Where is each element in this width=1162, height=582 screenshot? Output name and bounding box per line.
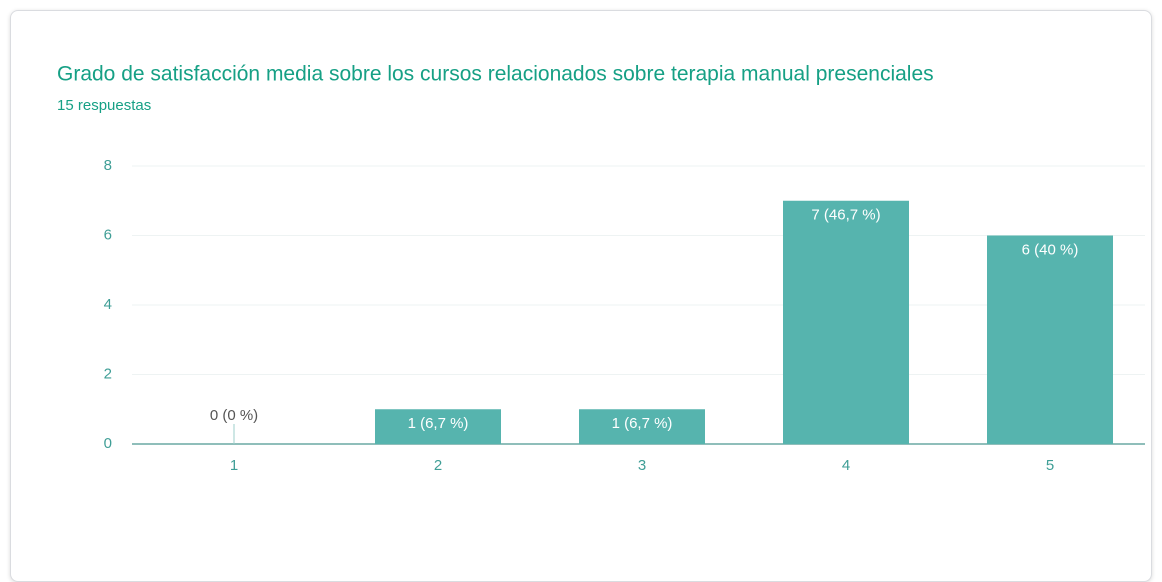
card — [10, 10, 1152, 582]
chart-subtitle: 15 respuestas — [57, 97, 151, 114]
value-label: 6 (40 %) — [1022, 241, 1079, 258]
y-tick-label: 8 — [104, 157, 112, 174]
y-tick-label: 2 — [104, 365, 112, 382]
x-tick-label: 5 — [1046, 457, 1054, 474]
bar — [375, 409, 501, 444]
x-tick-label: 3 — [638, 457, 646, 474]
x-tick-label: 1 — [230, 457, 238, 474]
y-tick-label: 6 — [104, 226, 112, 243]
x-tick-label: 4 — [842, 457, 850, 474]
x-tick-label: 2 — [434, 457, 442, 474]
chart: Grado de satisfacción media sobre los cu… — [57, 63, 1145, 474]
y-tick-label: 0 — [104, 435, 112, 452]
value-label: 7 (46,7 %) — [811, 207, 880, 224]
value-label: 0 (0 %) — [210, 407, 258, 424]
y-tick-label: 4 — [104, 296, 112, 313]
chart-title: Grado de satisfacción media sobre los cu… — [57, 63, 934, 86]
value-label: 1 (6,7 %) — [612, 415, 673, 432]
bar — [579, 409, 705, 444]
value-label: 1 (6,7 %) — [408, 415, 469, 432]
bar — [783, 200, 909, 444]
page: Grado de satisfacción media sobre los cu… — [10, 10, 1152, 582]
bar — [987, 235, 1113, 444]
